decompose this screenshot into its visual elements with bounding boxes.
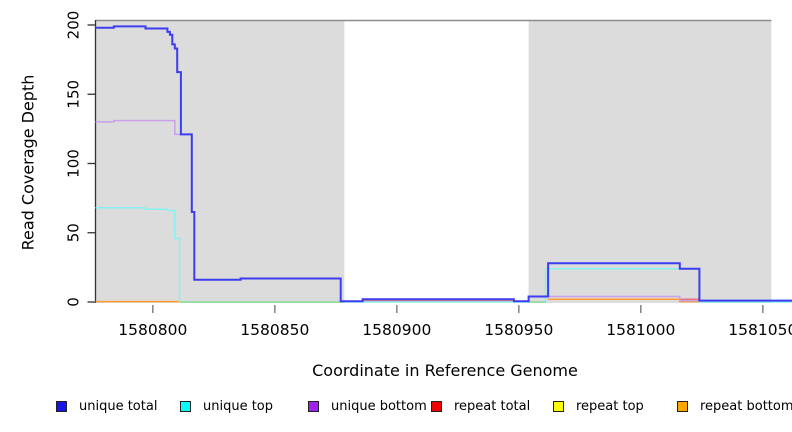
y-tick-label: 200 bbox=[65, 11, 83, 40]
y-tick-label: 100 bbox=[65, 149, 83, 178]
legend-swatch-unique-bottom bbox=[308, 400, 319, 412]
series-unique-top-line bbox=[95, 207, 792, 303]
x-axis-title: Coordinate in Reference Genome bbox=[312, 361, 578, 380]
legend-label: repeat top bbox=[576, 398, 644, 414]
right-gray-region bbox=[528, 20, 772, 303]
legend-label: repeat total bbox=[454, 398, 531, 414]
legend-item-unique-total: unique total bbox=[56, 397, 157, 415]
series-unique-total-line bbox=[95, 25, 792, 303]
legend-item-unique-top: unique top bbox=[180, 397, 273, 415]
legend-swatch-repeat-bottom bbox=[677, 400, 688, 412]
legend-swatch-unique-total bbox=[56, 400, 67, 412]
legend-label: repeat bottom bbox=[700, 398, 792, 414]
x-tick-label: 1580800 bbox=[118, 321, 187, 339]
legend-item-repeat-top: repeat top bbox=[553, 397, 644, 415]
legend-swatch-unique-top bbox=[180, 400, 191, 412]
legend-label: unique total bbox=[79, 398, 158, 414]
plot-area: 0 50 100 150 200 1580800 1580850 1580900 1580950… bbox=[65, 11, 792, 339]
x-tick-label: 1580850 bbox=[240, 321, 309, 339]
legend-swatch-repeat-total bbox=[431, 400, 442, 412]
left-gray-region bbox=[95, 20, 345, 303]
legend: unique total unique top unique bottom repea… bbox=[0, 397, 792, 419]
legend-label: unique top bbox=[203, 398, 274, 414]
x-tick-label: 1581000 bbox=[606, 321, 675, 339]
y-tick-label: 0 bbox=[65, 297, 83, 307]
legend-swatch-repeat-top bbox=[553, 400, 564, 412]
x-tick-label: 1580950 bbox=[484, 321, 553, 339]
x-tick-label: 1580900 bbox=[362, 321, 431, 339]
x-tick-label: 1581050 bbox=[728, 321, 792, 339]
legend-item-unique-bottom: unique bottom bbox=[308, 397, 427, 415]
series-unique-bottom-line bbox=[95, 119, 183, 136]
legend-item-repeat-bottom: repeat bottom bbox=[677, 397, 792, 415]
y-axis-title: Read Coverage Depth bbox=[18, 74, 38, 251]
legend-item-repeat-total: repeat total bbox=[431, 397, 530, 415]
y-tick-label: 50 bbox=[65, 223, 83, 242]
y-tick-label: 150 bbox=[65, 80, 83, 109]
legend-label: unique bottom bbox=[331, 398, 427, 414]
